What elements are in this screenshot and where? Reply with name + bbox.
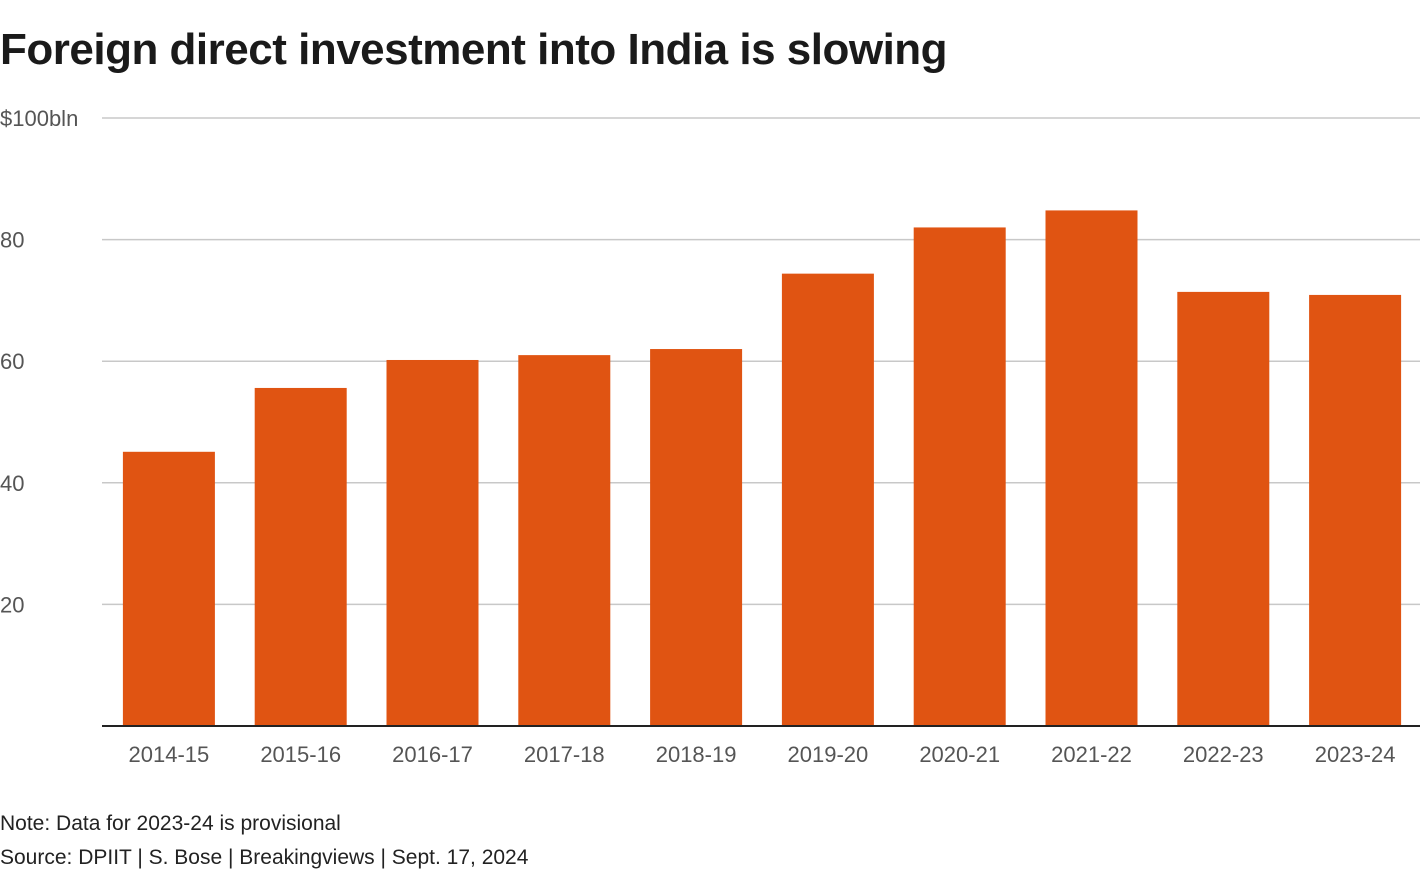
bar-2023-24 xyxy=(1309,294,1402,726)
bar-2017-18 xyxy=(518,355,611,726)
x-tick-label: 2021-22 xyxy=(1051,742,1132,767)
x-tick-label: 2023-24 xyxy=(1315,742,1396,767)
x-tick-label: 2016-17 xyxy=(392,742,473,767)
chart-note: Note: Data for 2023-24 is provisional xyxy=(0,812,341,835)
y-tick-label: $100bln xyxy=(0,106,78,131)
y-tick-label: 40 xyxy=(0,471,24,496)
bar-2021-22 xyxy=(1045,210,1138,726)
x-tick-label: 2014-15 xyxy=(129,742,210,767)
chart-source: Source: DPIIT | S. Bose | Breakingviews … xyxy=(0,846,529,869)
bar-2018-19 xyxy=(650,349,743,726)
tick-labels: 20 40 60 80 $100bln 2014-15 2015-16 2016-17 2017… xyxy=(0,106,1395,767)
x-tick-label: 2020-21 xyxy=(919,742,1000,767)
bar-2020-21 xyxy=(913,227,1006,726)
y-tick-label: 60 xyxy=(0,349,24,374)
chart-title: Foreign direct investment into India is … xyxy=(0,25,948,74)
bar-2016-17 xyxy=(386,359,479,726)
y-tick-label: 80 xyxy=(0,228,24,253)
bar-2022-23 xyxy=(1177,291,1270,726)
x-tick-label: 2015-16 xyxy=(260,742,341,767)
x-tick-label: 2022-23 xyxy=(1183,742,1264,767)
bars xyxy=(122,210,1402,726)
bar-2014-15 xyxy=(122,451,215,726)
bar-2015-16 xyxy=(254,387,347,726)
bar-2019-20 xyxy=(781,273,874,726)
x-tick-label: 2018-19 xyxy=(656,742,737,767)
bar-chart: 20 40 60 80 $100bln 2014-15 2015-16 2016-17 2017… xyxy=(0,106,1420,767)
y-tick-label: 20 xyxy=(0,592,24,617)
x-tick-label: 2019-20 xyxy=(788,742,869,767)
x-tick-label: 2017-18 xyxy=(524,742,605,767)
